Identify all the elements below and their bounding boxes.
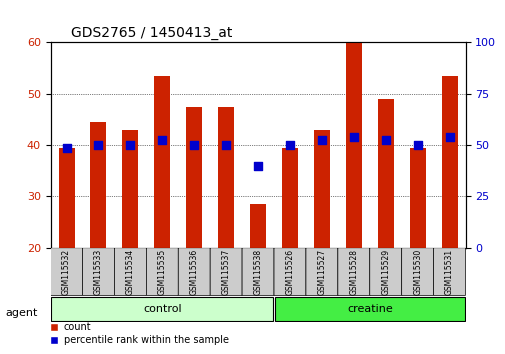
- FancyBboxPatch shape: [51, 297, 273, 321]
- Point: [349, 135, 357, 140]
- FancyBboxPatch shape: [114, 248, 146, 296]
- Bar: [59, 148, 74, 248]
- Text: agent: agent: [5, 308, 37, 318]
- Point: [190, 142, 198, 148]
- Point: [413, 142, 421, 148]
- FancyBboxPatch shape: [337, 248, 369, 296]
- Text: GSM115529: GSM115529: [380, 249, 389, 295]
- Text: GSM115535: GSM115535: [158, 249, 167, 295]
- Bar: [409, 148, 425, 248]
- Text: GSM115538: GSM115538: [253, 249, 262, 295]
- Point: [254, 163, 262, 169]
- Text: GSM115533: GSM115533: [94, 249, 103, 295]
- Bar: [377, 99, 393, 248]
- Bar: [281, 148, 297, 248]
- Bar: [249, 204, 266, 248]
- Bar: [186, 107, 202, 248]
- FancyBboxPatch shape: [306, 248, 337, 296]
- FancyBboxPatch shape: [274, 248, 306, 296]
- Bar: [345, 42, 361, 248]
- Bar: [218, 107, 234, 248]
- FancyBboxPatch shape: [210, 248, 241, 296]
- FancyBboxPatch shape: [433, 248, 465, 296]
- Text: GSM115528: GSM115528: [348, 249, 358, 295]
- Legend: count, percentile rank within the sample: count, percentile rank within the sample: [45, 319, 232, 349]
- Text: GSM115531: GSM115531: [444, 249, 453, 295]
- Text: GSM115527: GSM115527: [317, 249, 326, 295]
- Point: [126, 142, 134, 148]
- Text: control: control: [143, 304, 181, 314]
- Bar: [313, 130, 329, 248]
- FancyBboxPatch shape: [50, 248, 82, 296]
- Point: [381, 137, 389, 143]
- Text: GSM115526: GSM115526: [285, 249, 294, 295]
- FancyBboxPatch shape: [82, 248, 114, 296]
- Point: [222, 142, 230, 148]
- Point: [317, 137, 325, 143]
- Text: GSM115530: GSM115530: [412, 249, 421, 295]
- Point: [444, 135, 452, 140]
- FancyBboxPatch shape: [369, 248, 401, 296]
- Text: GSM115536: GSM115536: [189, 249, 198, 295]
- Text: GSM115537: GSM115537: [221, 249, 230, 295]
- FancyBboxPatch shape: [241, 248, 274, 296]
- Bar: [441, 76, 457, 248]
- Text: creatine: creatine: [346, 304, 392, 314]
- Text: GSM115534: GSM115534: [126, 249, 135, 295]
- FancyBboxPatch shape: [178, 248, 210, 296]
- Bar: [90, 122, 106, 248]
- Point: [285, 142, 293, 148]
- Point: [63, 145, 71, 150]
- FancyBboxPatch shape: [146, 248, 178, 296]
- Point: [158, 137, 166, 143]
- FancyBboxPatch shape: [401, 248, 433, 296]
- Bar: [122, 130, 138, 248]
- Text: GSM115532: GSM115532: [62, 249, 71, 295]
- Bar: [154, 76, 170, 248]
- FancyBboxPatch shape: [274, 297, 464, 321]
- Text: GDS2765 / 1450413_at: GDS2765 / 1450413_at: [71, 26, 232, 40]
- Point: [94, 142, 103, 148]
